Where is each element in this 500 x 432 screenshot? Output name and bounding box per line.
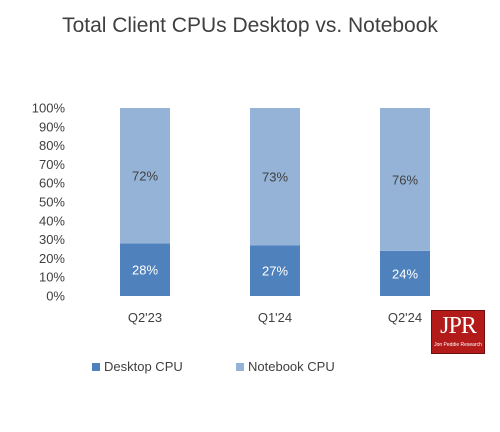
jpr-logo: JPR Jon Peddie Research: [431, 310, 485, 354]
x-tick-label: Q2'24: [388, 310, 422, 325]
bar-segment-desktop: [250, 245, 300, 296]
y-tick-label: 0%: [46, 289, 65, 304]
bars: 28% 72% 27% 73% 24% 76%: [120, 108, 430, 296]
chart-title: Total Client CPUs Desktop vs. Notebook: [62, 14, 438, 37]
legend-swatch-desktop: [92, 363, 100, 371]
jpr-logo-text: JPR: [440, 313, 477, 339]
y-tick-label: 20%: [39, 251, 65, 266]
data-label: 27%: [262, 264, 288, 279]
data-label: 76%: [392, 172, 418, 187]
data-label: 24%: [392, 266, 418, 281]
bar-segment-notebook: [250, 108, 300, 246]
y-tick-label: 80%: [39, 138, 65, 153]
data-label: 28%: [132, 263, 158, 278]
y-tick-label: 60%: [39, 176, 65, 191]
jpr-logo-subtitle: Jon Peddie Research: [434, 342, 482, 348]
x-tick-label: Q1'24: [258, 310, 292, 325]
x-tick-label: Q2'23: [128, 310, 162, 325]
legend-label-notebook: Notebook CPU: [248, 359, 335, 374]
y-tick-label: 50%: [39, 195, 65, 210]
bar-segment-desktop: [380, 250, 430, 296]
y-tick-label: 70%: [39, 157, 65, 172]
bar-segment-notebook: [380, 108, 430, 251]
y-tick-label: 40%: [39, 213, 65, 228]
y-tick-label: 30%: [39, 232, 65, 247]
legend-item-notebook-cpu: Notebook CPU: [236, 359, 335, 374]
y-tick-label: 100%: [32, 101, 66, 116]
data-label: 73%: [262, 170, 288, 185]
data-label: 72%: [132, 169, 158, 184]
y-axis: 0% 10% 20% 30% 40% 50% 60% 70% 80% 90% 100%: [32, 101, 66, 304]
legend-label-desktop: Desktop CPU: [104, 359, 183, 374]
x-axis: Q2'23 Q1'24 Q2'24: [128, 310, 422, 325]
legend-swatch-notebook: [236, 363, 244, 371]
bar-segment-notebook: [120, 108, 170, 244]
legend-item-desktop-cpu: Desktop CPU: [92, 359, 183, 374]
bar-segment-desktop: [120, 243, 170, 296]
y-tick-label: 90%: [39, 119, 65, 134]
y-tick-label: 10%: [39, 270, 65, 285]
